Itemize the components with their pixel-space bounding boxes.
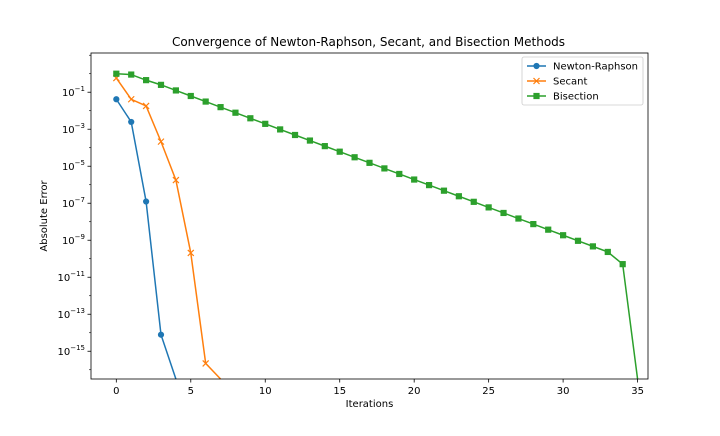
chart-title: Convergence of Newton-Raphson, Secant, a…	[172, 35, 565, 49]
data-point	[306, 137, 314, 144]
axis-ticks: 0 5 10 15 20 25 30 3510−1510−1310−1110−910−710−…	[57, 54, 644, 397]
data-point	[277, 126, 284, 133]
data-point	[127, 95, 135, 103]
y-tick-label: 10−15	[57, 344, 85, 358]
data-point	[440, 187, 448, 194]
x-tick-label: 25	[482, 386, 495, 397]
y-tick-exponent: −15	[70, 344, 85, 352]
y-tick-exponent: −3	[75, 122, 85, 130]
y-tick-label: 10−5	[62, 159, 85, 173]
x-tick-label: 15	[333, 386, 346, 397]
data-point	[217, 104, 224, 111]
plot-area	[112, 70, 639, 380]
data-point	[187, 249, 195, 257]
data-point	[366, 159, 373, 166]
data-point	[530, 221, 537, 228]
y-tick-exponent: −9	[75, 233, 85, 241]
data-point	[533, 77, 540, 85]
legend-label: Bisection	[553, 92, 599, 103]
x-axis-label: Iterations	[346, 399, 394, 410]
y-tick-base: 10	[62, 88, 75, 99]
y-axis-label: Absolute Error	[39, 179, 50, 251]
data-point	[143, 198, 150, 205]
x-tick-label: 0	[113, 386, 119, 397]
data-point	[560, 232, 567, 239]
y-tick-exponent: −7	[75, 196, 85, 204]
data-point	[113, 70, 120, 77]
legend-item: Newton-Raphson	[527, 62, 638, 73]
y-tick-base: 10	[62, 199, 75, 210]
legend-item: Secant	[527, 77, 587, 88]
data-point	[515, 215, 522, 222]
data-point	[381, 165, 388, 172]
data-point	[172, 87, 179, 94]
legend: Newton-Raphson Secant Bisection	[521, 56, 644, 106]
y-tick-exponent: −11	[70, 270, 85, 278]
y-tick-base: 10	[57, 273, 70, 284]
data-point	[157, 81, 165, 88]
x-tick-label: 35	[631, 386, 644, 397]
y-tick-label: 10−9	[62, 233, 85, 247]
data-point	[574, 237, 582, 244]
data-point	[500, 209, 507, 217]
x-tick-label: 20	[408, 386, 421, 397]
y-tick-base: 10	[62, 125, 75, 136]
y-tick-base: 10	[62, 236, 75, 247]
data-point	[291, 131, 299, 139]
data-point	[485, 204, 492, 211]
data-point	[202, 98, 209, 105]
y-tick-label: 10−7	[62, 196, 85, 210]
data-point	[351, 154, 358, 161]
data-point	[533, 92, 540, 100]
data-point	[396, 170, 403, 178]
data-point	[470, 198, 477, 205]
series-newton-raphson	[113, 96, 177, 380]
x-tick-label: 30	[557, 386, 570, 397]
y-tick-exponent: −13	[70, 307, 85, 315]
series-bisection	[113, 70, 639, 380]
y-tick-base: 10	[57, 310, 70, 321]
data-point	[157, 331, 165, 338]
y-tick-base: 10	[62, 162, 75, 173]
legend-label: Newton-Raphson	[553, 62, 638, 73]
legend-box	[521, 56, 644, 106]
legend-label: Secant	[553, 77, 587, 88]
data-point	[262, 120, 269, 127]
y-tick-exponent: −5	[75, 159, 85, 167]
x-tick-label: 5	[188, 386, 194, 397]
axes-frame	[90, 52, 649, 380]
data-point	[202, 359, 210, 367]
y-tick-label: 10−13	[57, 307, 85, 321]
data-point	[157, 138, 165, 146]
y-tick-label: 10−3	[62, 122, 85, 136]
data-point	[113, 96, 120, 103]
x-tick-label: 10	[259, 386, 272, 397]
y-tick-base: 10	[57, 347, 70, 358]
series-line	[115, 77, 222, 380]
data-point	[143, 77, 150, 84]
y-tick-exponent: −1	[75, 85, 85, 93]
data-point	[604, 248, 611, 256]
data-point	[232, 109, 239, 116]
legend-item: Bisection	[527, 92, 599, 103]
data-point	[336, 148, 343, 155]
data-point	[455, 193, 462, 200]
data-point	[128, 118, 135, 126]
data-point	[187, 92, 194, 100]
data-point	[128, 71, 135, 78]
data-point	[247, 115, 254, 122]
y-tick-label: 10−1	[62, 85, 85, 99]
data-point	[589, 243, 596, 250]
data-point	[142, 102, 150, 110]
data-point	[545, 226, 552, 233]
data-point	[321, 143, 328, 150]
data-point	[619, 261, 626, 268]
data-point	[533, 62, 540, 70]
data-point	[411, 176, 418, 183]
data-point	[425, 182, 433, 189]
y-tick-label: 10−11	[57, 270, 85, 284]
data-point	[172, 176, 180, 184]
